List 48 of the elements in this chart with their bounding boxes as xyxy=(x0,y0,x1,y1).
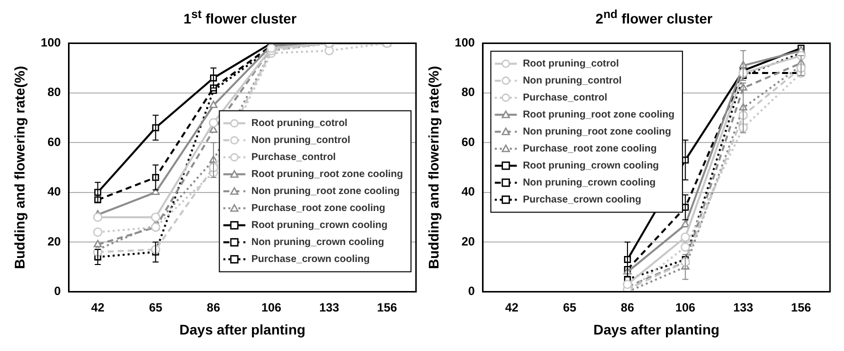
legend-label: Non pruning_root zone cooling xyxy=(251,186,400,198)
x-tick-label: 106 xyxy=(675,300,696,314)
y-tick-label: 80 xyxy=(461,85,476,100)
y-axis-title: Budding and flowering rate(%) xyxy=(11,66,28,269)
x-tick-label: 86 xyxy=(620,300,634,314)
legend-label: Root pruning_crown cooling xyxy=(251,220,388,232)
legend-label: Non pruning_control xyxy=(251,135,350,146)
legend-label: Purchase_root zone cooling xyxy=(251,203,386,214)
legend-label: Root pruning_cotrol xyxy=(251,118,348,130)
x-tick-label: 106 xyxy=(261,300,282,314)
legend-label: Non pruning_crown cooling xyxy=(251,237,384,248)
y-tick-label: 60 xyxy=(47,134,62,149)
x-tick-label: 42 xyxy=(505,300,519,314)
x-axis-title: Days after planting xyxy=(593,321,720,338)
x-tick-label: 65 xyxy=(148,300,163,314)
x-tick-label: 156 xyxy=(377,300,398,314)
y-tick-label: 20 xyxy=(47,234,62,248)
legend-label: Non pruning_root zone cooling xyxy=(522,126,672,138)
legend-label: Non pruning_control xyxy=(522,75,622,86)
y-tick-label: 80 xyxy=(47,85,62,100)
legend-label: Root pruning_root zone cooling xyxy=(522,109,674,120)
y-tick-label: 100 xyxy=(40,36,62,50)
legend-label: Purchase_control xyxy=(522,92,608,104)
legend-label: Purchase_crown cooling xyxy=(522,194,642,206)
legend-label: Non pruning_crown cooling xyxy=(522,177,656,188)
x-tick-label: 133 xyxy=(319,300,340,314)
y-tick-label: 40 xyxy=(461,184,476,199)
legend-label: Root pruning_cotrol xyxy=(522,58,620,70)
y-tick-label: 0 xyxy=(54,284,62,298)
legend-label: Purchase_crown cooling xyxy=(251,254,370,266)
x-tick-label: 133 xyxy=(733,300,754,314)
x-tick-label: 65 xyxy=(562,300,577,314)
chart-title: 1$^{st}$ flower cluster xyxy=(182,8,298,28)
y-tick-label: 40 xyxy=(47,184,62,199)
x-tick-label: 86 xyxy=(206,300,220,314)
y-tick-label: 20 xyxy=(461,234,476,248)
legend-label: Purchase_root zone cooling xyxy=(522,143,657,154)
legend-label: Root pruning_root zone cooling xyxy=(251,169,404,180)
y-tick-label: 0 xyxy=(468,284,476,298)
legend-label: Purchase_control xyxy=(251,152,336,164)
x-tick-label: 156 xyxy=(791,300,812,314)
y-tick-label: 60 xyxy=(461,134,476,149)
y-axis-title: Budding and flowering rate(%) xyxy=(425,66,442,269)
chart-title: 2$^{nd}$ flower cluster xyxy=(594,8,714,28)
x-axis-title: Days after planting xyxy=(179,321,306,338)
legend-label: Root pruning_crown cooling xyxy=(522,160,659,172)
y-tick-label: 100 xyxy=(454,36,476,50)
x-tick-label: 42 xyxy=(91,300,105,314)
